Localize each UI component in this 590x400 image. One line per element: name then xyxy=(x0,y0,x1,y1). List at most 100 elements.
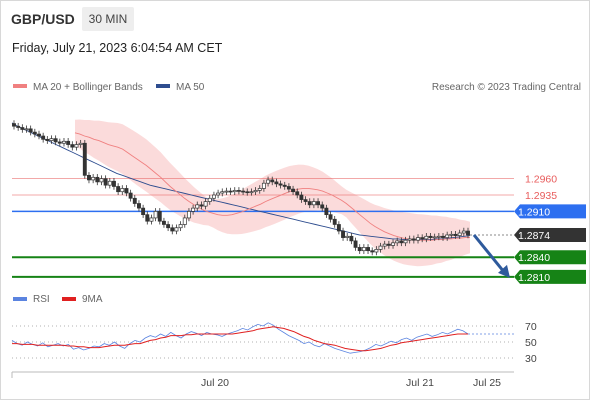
candle xyxy=(24,125,29,133)
candle xyxy=(295,188,300,199)
candle xyxy=(245,188,250,196)
arrow-shaft xyxy=(472,234,506,273)
support-label: 1.2810 xyxy=(518,272,550,284)
candle xyxy=(345,233,350,241)
candle xyxy=(228,187,233,195)
candle xyxy=(145,211,150,225)
candle xyxy=(232,187,237,195)
rsi-tick-label: 70 xyxy=(525,321,537,333)
candle xyxy=(407,235,412,244)
candle xyxy=(12,120,16,130)
candle xyxy=(149,214,154,225)
candle xyxy=(211,191,216,202)
candle xyxy=(87,172,91,184)
candle xyxy=(70,141,75,151)
candle xyxy=(57,138,62,147)
rsi-legend-swatch xyxy=(13,297,27,301)
resistance-label: 1.2935 xyxy=(525,190,557,202)
arrow-head xyxy=(498,264,510,278)
candle xyxy=(349,233,354,245)
x-tick-label: Jul 20 xyxy=(201,377,229,389)
candle xyxy=(186,208,191,222)
pivot-label: 1.2910 xyxy=(518,206,550,218)
candle xyxy=(307,198,312,209)
candle xyxy=(78,139,83,148)
candle xyxy=(391,239,395,249)
candle xyxy=(270,176,275,186)
rsi-ma-legend-label: 9MA xyxy=(82,294,103,305)
candle xyxy=(153,208,158,222)
chart-date: Friday, July 21, 2023 6:04:54 AM CET xyxy=(12,41,223,55)
candle xyxy=(103,175,108,189)
candle xyxy=(303,196,308,205)
candle xyxy=(45,136,50,144)
candle xyxy=(195,201,200,212)
candle xyxy=(386,240,391,249)
rsi-grid: 70 50 30 xyxy=(12,321,537,365)
candle xyxy=(311,198,316,209)
candle xyxy=(453,231,458,239)
ma50-line xyxy=(11,122,471,241)
candle xyxy=(203,198,208,210)
candle xyxy=(99,175,104,186)
support-tag xyxy=(514,250,586,265)
candle xyxy=(299,191,304,203)
candle xyxy=(357,244,362,254)
candle xyxy=(399,237,404,247)
candle xyxy=(161,217,166,228)
candle xyxy=(124,185,129,197)
candle xyxy=(32,128,37,138)
candle xyxy=(236,187,241,195)
rsi-ma-line xyxy=(12,326,468,352)
x-axis: Jul 20 Jul 21 Jul 25 xyxy=(11,371,514,389)
rsi-legend-label: RSI xyxy=(33,294,50,305)
candle xyxy=(461,227,466,237)
price-levels xyxy=(12,178,514,278)
ma20-legend-label: MA 20 + Bollinger Bands xyxy=(33,82,143,93)
x-tick-label: Jul 21 xyxy=(406,377,434,389)
last-price-tag xyxy=(514,227,586,242)
candle xyxy=(395,237,400,247)
candle xyxy=(374,246,379,256)
candle xyxy=(424,233,429,243)
bollinger-bands xyxy=(75,119,470,267)
candle xyxy=(41,132,46,143)
candle xyxy=(274,178,279,188)
support-label: 1.2840 xyxy=(518,252,550,264)
timeframe-button[interactable]: 30 MIN xyxy=(82,7,134,31)
last-price-label: 1.2874 xyxy=(518,230,550,242)
candle xyxy=(261,179,266,192)
candle xyxy=(466,227,470,239)
candle xyxy=(224,187,229,195)
rsi-tick-label: 30 xyxy=(525,353,537,365)
candle xyxy=(207,195,212,205)
candle xyxy=(174,224,179,235)
candle xyxy=(178,221,183,232)
candle xyxy=(266,176,271,187)
candle xyxy=(253,187,258,195)
candle xyxy=(432,233,437,241)
candle xyxy=(336,221,341,235)
candle xyxy=(37,130,41,140)
candle xyxy=(291,185,296,195)
candlesticks xyxy=(12,120,470,256)
candle xyxy=(62,138,66,147)
candle xyxy=(445,231,450,241)
candle xyxy=(420,234,425,243)
rsi-line xyxy=(11,322,469,354)
candle xyxy=(112,177,116,190)
ma20-legend-swatch xyxy=(13,84,27,88)
candle xyxy=(191,204,196,215)
candle xyxy=(378,242,383,253)
candle xyxy=(449,231,454,239)
candle xyxy=(370,247,375,256)
candle xyxy=(220,188,225,197)
support-tag xyxy=(514,269,586,284)
candle xyxy=(353,237,358,251)
candle xyxy=(216,189,221,199)
ma50-path xyxy=(11,122,471,241)
candle xyxy=(74,141,79,151)
candle xyxy=(28,125,33,136)
rsi-tick-label: 50 xyxy=(525,337,537,349)
